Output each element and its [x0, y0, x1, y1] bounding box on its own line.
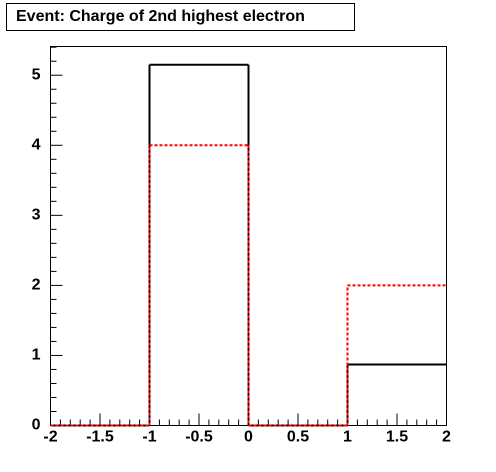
x-tick-label: -2 [43, 429, 57, 446]
x-tick-label: 2 [442, 429, 451, 446]
x-tick-label: 0.5 [287, 429, 309, 446]
x-tick-label: -0.5 [185, 429, 213, 446]
title-box [6, 3, 355, 31]
y-tick-label: 3 [32, 207, 41, 224]
x-tick-label: -1.5 [86, 429, 114, 446]
y-tick-label: 1 [32, 347, 41, 364]
x-tick-label: 0 [244, 429, 253, 446]
y-tick-label: 5 [32, 66, 41, 83]
x-tick-label: 1 [343, 429, 352, 446]
y-tick-label: 0 [32, 417, 41, 434]
chart-title: Event: Charge of 2nd highest electron [16, 8, 305, 25]
x-tick-label: 1.5 [386, 429, 408, 446]
y-tick-label: 4 [32, 136, 41, 153]
y-tick-label: 2 [32, 277, 41, 294]
x-tick-label: -1 [142, 429, 156, 446]
